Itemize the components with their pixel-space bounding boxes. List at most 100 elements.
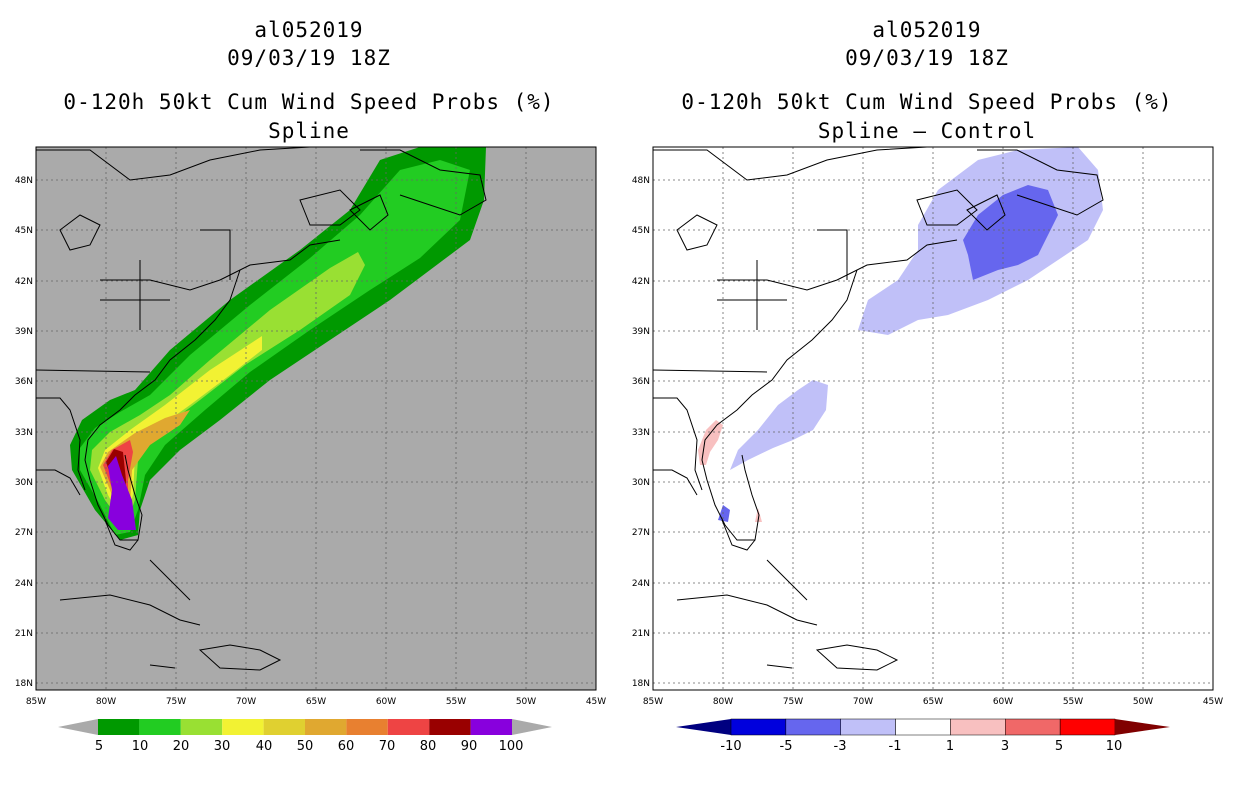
colorbar-label: 5 [95, 739, 103, 754]
lat-axis-labels: 48N 45N 42N 39N 36N 33N 30N 27N 24N 21N … [632, 176, 650, 689]
colorbar-swatch [1059, 718, 1116, 736]
lon-label: 70W [853, 697, 873, 707]
colorbar-swatch [139, 719, 181, 735]
lon-label: 80W [713, 697, 733, 707]
lon-label: 50W [1133, 697, 1153, 707]
lat-label: 21N [632, 629, 650, 639]
lat-label: 33N [15, 428, 33, 438]
colorbar-upper-arrow [512, 719, 552, 735]
lon-label: 85W [643, 697, 663, 707]
colorbar-swatch [346, 719, 388, 735]
colorbar-swatch [470, 719, 512, 735]
right-map: 48N 45N 42N 39N 36N 33N 30N 27N 24N 21N … [632, 146, 1223, 754]
product-title: 0-120h 50kt Cum Wind Speed Probs (%) [63, 90, 555, 114]
lon-label: 55W [446, 697, 466, 707]
lon-label: 85W [26, 697, 46, 707]
variant-title: Spline – Control [817, 119, 1037, 143]
colorbar-upper-arrow [1115, 719, 1170, 735]
lat-label: 27N [632, 528, 650, 538]
colorbar-swatch [387, 719, 430, 735]
coastlines [36, 147, 487, 671]
lat-lon-grid [653, 147, 1213, 690]
storm-id: al052019 [254, 18, 364, 42]
lat-label: 30N [15, 478, 33, 488]
colorbar: -10 -5 -3 -1 1 3 5 10 [676, 718, 1170, 754]
colorbar-label: 70 [379, 739, 396, 754]
colorbar-label: 1 [946, 739, 954, 754]
lat-label: 30N [632, 478, 650, 488]
colorbar-label: 40 [256, 739, 273, 754]
lon-label: 65W [923, 697, 943, 707]
colorbar-label: -1 [889, 739, 902, 754]
colorbar-swatches [730, 718, 1116, 736]
lon-label: 60W [993, 697, 1013, 707]
lat-label: 27N [15, 528, 33, 538]
lat-label: 42N [15, 277, 33, 287]
colorbar-swatch [840, 718, 896, 736]
lat-label: 39N [15, 327, 33, 337]
lon-label: 45W [586, 697, 606, 707]
colorbar-swatch [263, 719, 305, 735]
colorbar-label: 3 [1001, 739, 1009, 754]
lat-label: 39N [632, 327, 650, 337]
lon-label: 45W [1203, 697, 1223, 707]
lat-label: 18N [632, 679, 650, 689]
colorbar-label: 50 [297, 739, 314, 754]
difference-field [698, 147, 1103, 522]
colorbar-label: 80 [420, 739, 437, 754]
lat-label: 24N [15, 579, 33, 589]
date-time: 09/03/19 18Z [845, 46, 1009, 70]
colorbar-swatch [180, 719, 223, 735]
lon-axis-labels: 85W 80W 75W 70W 65W 60W 55W 50W 45W [643, 697, 1223, 707]
colorbar-swatch [429, 719, 471, 735]
colorbar-swatch [222, 719, 264, 735]
variant-title: Spline [268, 119, 350, 143]
lat-label: 45N [15, 226, 33, 236]
left-panel: al052019 09/03/19 18Z 0-120h 50kt Cum Wi… [15, 18, 606, 754]
colorbar-label: -10 [720, 739, 741, 754]
lon-label: 50W [516, 697, 536, 707]
colorbar-swatch [950, 718, 1006, 736]
lon-label: 75W [166, 697, 186, 707]
colorbar-label: -3 [834, 739, 847, 754]
product-title: 0-120h 50kt Cum Wind Speed Probs (%) [681, 90, 1173, 114]
colorbar-label: 20 [173, 739, 190, 754]
colorbar-label: 5 [1055, 739, 1063, 754]
date-time: 09/03/19 18Z [227, 46, 391, 70]
colorbar-label: 30 [214, 739, 231, 754]
coastlines [653, 147, 1104, 671]
colorbar-swatch [305, 719, 347, 735]
map-frame [652, 146, 1214, 691]
colorbar: 5 10 20 30 40 50 60 70 80 90 100 [58, 719, 552, 754]
lat-label: 36N [632, 377, 650, 387]
colorbar-lower-arrow [676, 719, 731, 735]
map-frame [35, 146, 597, 691]
lat-label: 24N [632, 579, 650, 589]
probability-swath [70, 147, 486, 540]
lon-axis-labels: 85W 80W 75W 70W 65W 60W 55W 50W 45W [26, 697, 606, 707]
lat-lon-grid [36, 147, 596, 690]
colorbar-label: 10 [132, 739, 149, 754]
colorbar-label: 100 [499, 739, 524, 754]
lon-label: 60W [376, 697, 396, 707]
colorbar-swatches [98, 719, 512, 735]
colorbar-swatch [895, 718, 951, 736]
lat-label: 48N [15, 176, 33, 186]
lon-label: 70W [236, 697, 256, 707]
lat-label: 45N [632, 226, 650, 236]
lon-label: 55W [1063, 697, 1083, 707]
colorbar-label: 90 [461, 739, 478, 754]
lat-axis-labels: 48N 45N 42N 39N 36N 33N 30N 27N 24N 21N … [15, 176, 33, 689]
colorbar-swatch [1005, 718, 1061, 736]
colorbar-label: 60 [338, 739, 355, 754]
lat-label: 21N [15, 629, 33, 639]
colorbar-label: -5 [780, 739, 793, 754]
colorbar-lower-arrow [58, 719, 98, 735]
colorbar-swatch [785, 718, 841, 736]
lat-label: 33N [632, 428, 650, 438]
lon-label: 65W [306, 697, 326, 707]
left-map: 48N 45N 42N 39N 36N 33N 30N 27N 24N 21N … [15, 146, 606, 754]
colorbar-swatch [730, 718, 787, 736]
lat-label: 36N [15, 377, 33, 387]
lat-label: 42N [632, 277, 650, 287]
